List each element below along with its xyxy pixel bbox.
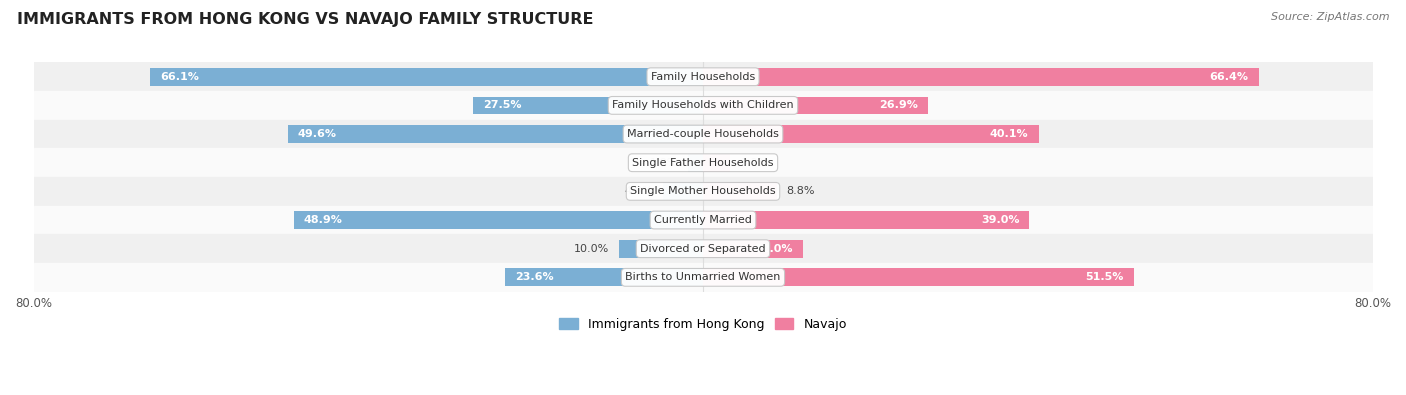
Bar	[34, 120, 1372, 149]
Text: 12.0%: 12.0%	[755, 244, 793, 254]
Bar	[472, 96, 703, 114]
Text: Single Mother Households: Single Mother Households	[630, 186, 776, 196]
Bar	[703, 269, 1135, 286]
Bar	[34, 206, 1372, 234]
Bar	[34, 62, 1372, 91]
Bar	[619, 240, 703, 258]
Bar	[34, 149, 1372, 177]
Text: 23.6%: 23.6%	[516, 273, 554, 282]
Bar	[703, 154, 730, 171]
Text: 40.1%: 40.1%	[990, 129, 1029, 139]
Text: Married-couple Households: Married-couple Households	[627, 129, 779, 139]
Text: 51.5%: 51.5%	[1085, 273, 1123, 282]
Text: 8.8%: 8.8%	[787, 186, 815, 196]
Text: Family Households with Children: Family Households with Children	[612, 100, 794, 110]
Text: 66.4%: 66.4%	[1209, 72, 1249, 82]
Bar	[703, 125, 1039, 143]
Text: 49.6%: 49.6%	[298, 129, 337, 139]
Legend: Immigrants from Hong Kong, Navajo: Immigrants from Hong Kong, Navajo	[554, 313, 852, 336]
Bar	[34, 234, 1372, 263]
Text: 3.2%: 3.2%	[740, 158, 768, 168]
Bar	[288, 125, 703, 143]
Text: Family Households: Family Households	[651, 72, 755, 82]
Text: Births to Unmarried Women: Births to Unmarried Women	[626, 273, 780, 282]
Bar	[688, 154, 703, 171]
Bar	[703, 182, 776, 200]
Bar	[662, 182, 703, 200]
Text: 1.8%: 1.8%	[650, 158, 678, 168]
Text: 27.5%: 27.5%	[482, 100, 522, 110]
Text: 39.0%: 39.0%	[981, 215, 1019, 225]
Text: 4.8%: 4.8%	[624, 186, 652, 196]
Text: 48.9%: 48.9%	[304, 215, 343, 225]
Bar	[150, 68, 703, 86]
Bar	[294, 211, 703, 229]
Bar	[34, 91, 1372, 120]
Bar	[703, 211, 1029, 229]
Text: Currently Married: Currently Married	[654, 215, 752, 225]
Bar	[703, 240, 803, 258]
Text: Divorced or Separated: Divorced or Separated	[640, 244, 766, 254]
Text: 26.9%: 26.9%	[879, 100, 918, 110]
Bar	[506, 269, 703, 286]
Bar	[703, 68, 1258, 86]
Text: 66.1%: 66.1%	[160, 72, 198, 82]
Bar	[703, 96, 928, 114]
Text: Source: ZipAtlas.com: Source: ZipAtlas.com	[1271, 12, 1389, 22]
Text: IMMIGRANTS FROM HONG KONG VS NAVAJO FAMILY STRUCTURE: IMMIGRANTS FROM HONG KONG VS NAVAJO FAMI…	[17, 12, 593, 27]
Text: Single Father Households: Single Father Households	[633, 158, 773, 168]
Bar	[34, 177, 1372, 206]
Text: 10.0%: 10.0%	[574, 244, 609, 254]
Bar	[34, 263, 1372, 292]
